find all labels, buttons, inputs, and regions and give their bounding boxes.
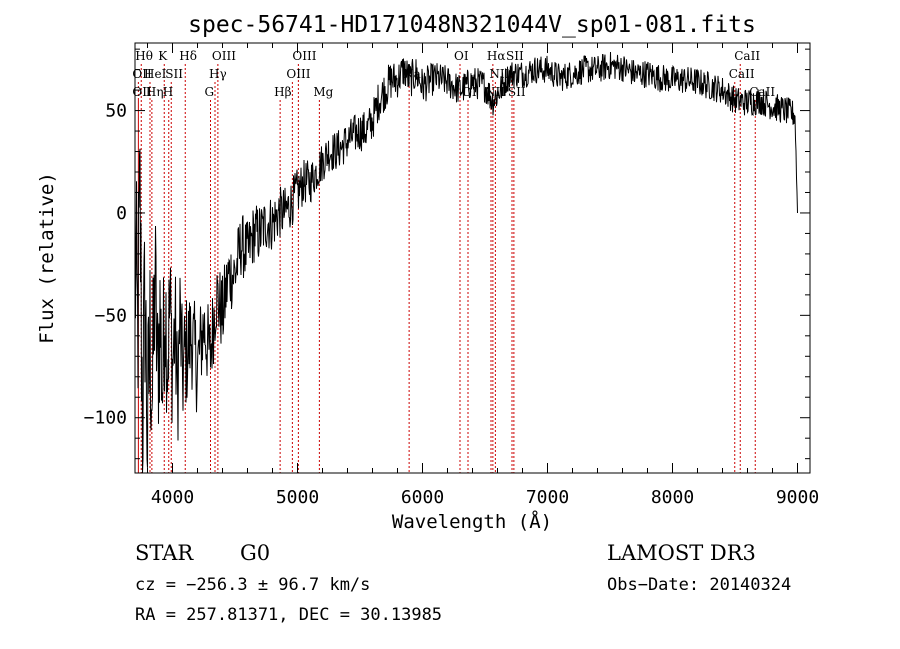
spectral-line-label: CaII	[734, 49, 760, 63]
x-tick-label: 7000	[526, 487, 569, 508]
ra-dec-coordinates: RA = 257.81371, DEC = 30.13985	[135, 605, 442, 625]
y-axis-ticks: −100 −50 0 50	[84, 48, 810, 460]
object-subclass: G0	[240, 541, 270, 565]
spectral-line-label: OIII	[286, 67, 310, 81]
spectral-line-label: OIII	[212, 49, 236, 63]
spectral-line-label: G	[205, 85, 215, 99]
spectral-line-label: SII	[506, 49, 524, 63]
object-class: STAR	[135, 541, 194, 565]
spectral-line-label: SII	[508, 85, 526, 99]
spectral-line-label: OII	[132, 67, 152, 81]
chart-title: spec-56741-HD171048N321044V_sp01-081.fit…	[188, 12, 756, 38]
x-tick-label: 6000	[401, 487, 444, 508]
spectral-line-label: Hγ	[209, 67, 227, 81]
spectral-line-label: Hθ	[135, 49, 153, 63]
x-tick-label: 8000	[651, 487, 694, 508]
spectral-line-label: OIII	[292, 49, 316, 63]
spectral-line-label: H	[163, 85, 173, 99]
spectral-line-markers	[137, 64, 756, 473]
spectral-line-label: K	[158, 49, 168, 63]
x-tick-label: 4000	[151, 487, 194, 508]
spectral-line-label: Hδ	[179, 49, 197, 63]
x-tick-label: 5000	[276, 487, 319, 508]
y-axis-label: Flux (relative)	[36, 172, 58, 344]
spectral-line-label: Hα	[487, 49, 506, 63]
spectral-line-label: OI	[454, 49, 469, 63]
spectral-line-label: OII	[132, 85, 152, 99]
y-tick-label: −50	[94, 305, 127, 326]
x-axis-label: Wavelength (Å)	[392, 510, 552, 533]
y-tick-label: 50	[105, 101, 127, 122]
plot-frame	[134, 42, 811, 474]
spectrum-line	[134, 51, 798, 474]
y-tick-label: 0	[116, 203, 127, 224]
redshift-cz: cz = −256.3 ± 96.7 km/s	[135, 575, 370, 595]
spectral-line-label: NII	[489, 67, 509, 81]
spectral-line-label: CaII	[729, 67, 755, 81]
x-tick-label: 9000	[776, 487, 819, 508]
y-tick-label: −100	[84, 408, 127, 429]
x-axis-ticks: 4000 5000 6000 7000 8000 9000	[147, 43, 819, 508]
spectral-line-label: HeI	[144, 67, 167, 81]
spectral-line-label: Mg	[313, 85, 333, 99]
spectral-line-label: SII	[165, 67, 183, 81]
spectrum-series	[134, 51, 798, 474]
observation-date: Obs−Date: 20140324	[607, 575, 791, 595]
spectral-line-label: Hβ	[274, 85, 291, 99]
spectral-line-label: CaII	[749, 85, 775, 99]
spectral-line-label: Hη	[146, 85, 164, 99]
survey-name: LAMOST DR3	[607, 541, 756, 565]
